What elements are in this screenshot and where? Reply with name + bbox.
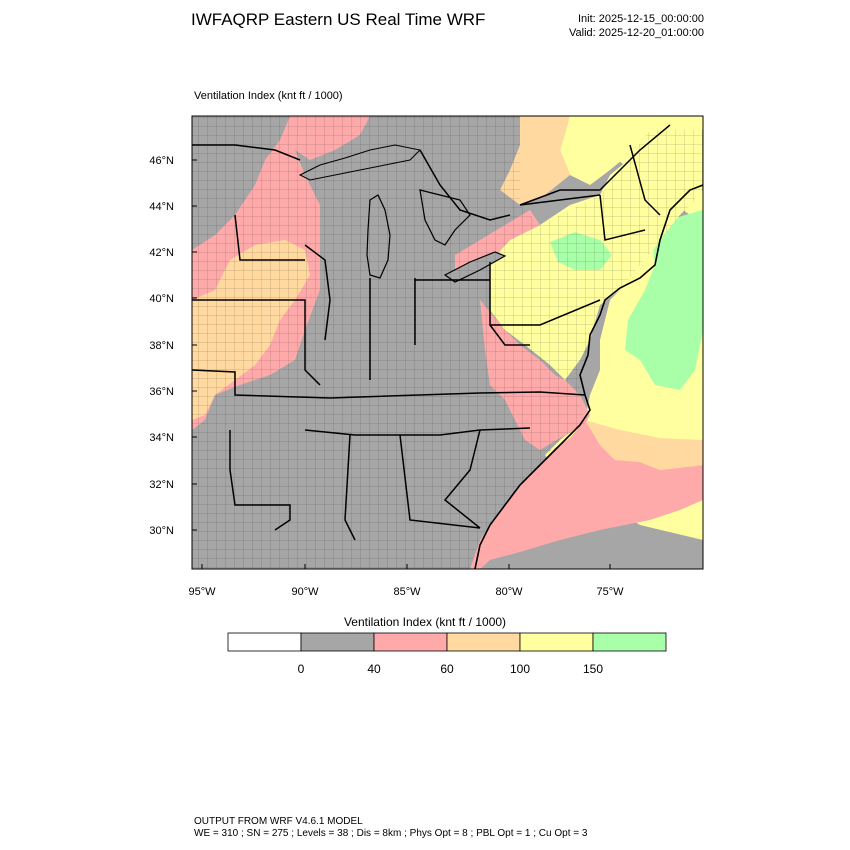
- lat-label: 46°N: [149, 155, 174, 167]
- county-lines: [192, 116, 703, 569]
- lon-label: 75°W: [596, 586, 624, 598]
- legend-swatch-c60_100: [446, 632, 521, 652]
- init-time: Init: 2025-12-15_00:00:00: [578, 13, 704, 25]
- legend-label: 150: [583, 662, 603, 676]
- model-info-line1: OUTPUT FROM WRF V4.6.1 MODEL: [194, 816, 363, 827]
- longitude-axis: 95°W 90°W 85°W 80°W 75°W: [188, 564, 624, 598]
- lat-label: 42°N: [149, 247, 174, 259]
- legend-swatch-c100_150: [519, 632, 594, 652]
- legend-swatch-c40_60: [373, 632, 448, 652]
- legend-swatch-c150p: [592, 632, 667, 652]
- state-borders: [192, 144, 661, 541]
- map-title: IWFAQRP Eastern US Real Time WRF: [191, 10, 486, 29]
- atlantic-coastline: [474, 184, 703, 569]
- legend-label: 60: [440, 662, 454, 676]
- lat-label: 36°N: [149, 386, 174, 398]
- lat-label: 40°N: [149, 293, 174, 305]
- canada-yellow-region: [560, 116, 660, 185]
- lat-label: 44°N: [149, 201, 174, 213]
- model-info-line2: WE = 310 ; SN = 275 ; Levels = 38 ; Dis …: [194, 828, 588, 839]
- lon-label: 90°W: [291, 586, 319, 598]
- legend-bar: [227, 632, 667, 652]
- ocean-orange-band: [585, 420, 703, 470]
- legend-title: Ventilation Index (knt ft / 1000): [343, 615, 507, 629]
- field-label: Ventilation Index (knt ft / 1000): [194, 90, 343, 102]
- latitude-axis: 46°N 44°N 42°N 40°N 38°N 36°N 34°N 32°N 30°N: [149, 155, 197, 537]
- canada-border: [192, 124, 671, 221]
- map-frame: [191, 115, 704, 570]
- legend-label: 40: [367, 662, 381, 676]
- map-panel: [192, 116, 703, 569]
- legend-labels: 0 40 60 100 150: [298, 662, 604, 676]
- legend-swatch-c0_40: [300, 632, 375, 652]
- valid-time: Valid: 2025-12-20_01:00:00: [569, 27, 704, 39]
- lon-label: 85°W: [393, 586, 421, 598]
- lon-label: 80°W: [495, 586, 523, 598]
- lat-label: 34°N: [149, 432, 174, 444]
- legend-swatch-lt0: [227, 632, 302, 652]
- ocean-pink-band: [470, 420, 703, 569]
- legend-label: 100: [510, 662, 530, 676]
- lon-label: 95°W: [188, 586, 216, 598]
- lat-label: 32°N: [149, 479, 174, 491]
- lat-label: 30°N: [149, 525, 174, 537]
- lat-label: 38°N: [149, 340, 174, 352]
- atlantic-green-region: [625, 210, 703, 390]
- legend-label: 0: [298, 662, 305, 676]
